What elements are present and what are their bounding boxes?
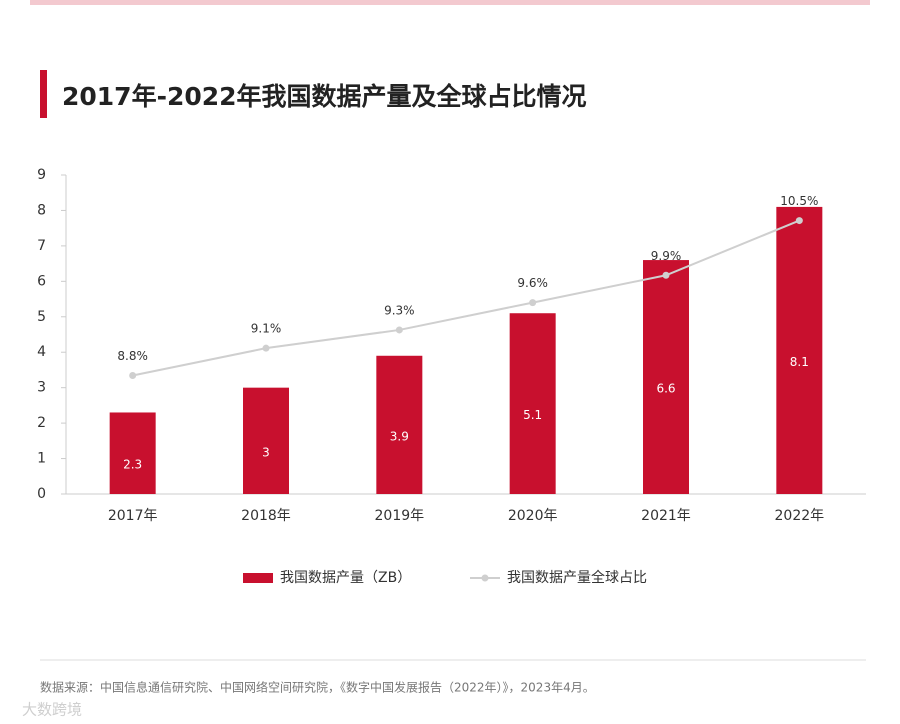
x-tick-label: 2017年 — [108, 508, 158, 524]
line-point — [262, 344, 270, 352]
x-tick-label: 2020年 — [508, 508, 558, 524]
x-tick-label: 2018年 — [241, 508, 291, 524]
bar — [243, 387, 289, 494]
y-tick-label: 9 — [37, 167, 46, 183]
x-tick-label: 2021年 — [641, 508, 691, 524]
line-value-label: 9.1% — [251, 322, 282, 336]
line-point — [662, 271, 670, 279]
line-point — [529, 299, 537, 307]
bar-value-label: 3.9 — [390, 429, 409, 443]
y-tick-label: 2 — [37, 415, 46, 431]
title-accent — [40, 70, 47, 118]
bar-value-label: 8.1 — [790, 355, 809, 369]
line-value-label: 9.9% — [651, 249, 682, 263]
bar-value-label: 6.6 — [656, 382, 675, 396]
y-tick-label: 8 — [37, 202, 46, 218]
watermark: 大数跨境 — [22, 701, 82, 719]
y-tick-label: 6 — [37, 273, 46, 289]
y-tick-label: 7 — [37, 238, 46, 254]
y-tick-label: 5 — [37, 309, 46, 325]
x-tick-label: 2019年 — [375, 508, 425, 524]
legend-label: 我国数据产量全球占比 — [507, 569, 647, 586]
source-note: 数据来源：中国信息通信研究院、中国网络空间研究院，《数字中国发展报告（2022年… — [40, 680, 595, 695]
legend-swatch — [481, 574, 489, 582]
y-tick-label: 4 — [37, 344, 46, 360]
line-value-label: 8.8% — [117, 349, 148, 363]
y-tick-label: 1 — [37, 451, 46, 467]
top-band — [30, 0, 870, 5]
bar-value-label: 5.1 — [523, 408, 542, 422]
bar — [509, 313, 556, 494]
y-tick-label: 0 — [37, 486, 46, 502]
line-value-label: 9.3% — [384, 303, 415, 317]
bar — [376, 355, 423, 494]
bar-value-label: 3 — [262, 445, 270, 459]
line — [132, 219, 800, 377]
line-value-label: 10.5% — [780, 194, 818, 208]
line-point — [795, 217, 803, 225]
bar-value-label: 2.3 — [123, 458, 142, 472]
line-point — [395, 326, 403, 334]
chart-title: 2017年-2022年我国数据产量及全球占比情况 — [62, 82, 587, 111]
line-value-label: 9.6% — [517, 276, 548, 290]
x-tick-label: 2022年 — [775, 508, 825, 524]
legend-label: 我国数据产量（ZB） — [280, 570, 411, 586]
bar — [643, 260, 689, 494]
bar — [776, 206, 823, 494]
line-point — [129, 372, 137, 380]
y-tick-label: 3 — [37, 380, 46, 396]
legend-swatch — [243, 573, 273, 583]
bar — [109, 412, 156, 494]
